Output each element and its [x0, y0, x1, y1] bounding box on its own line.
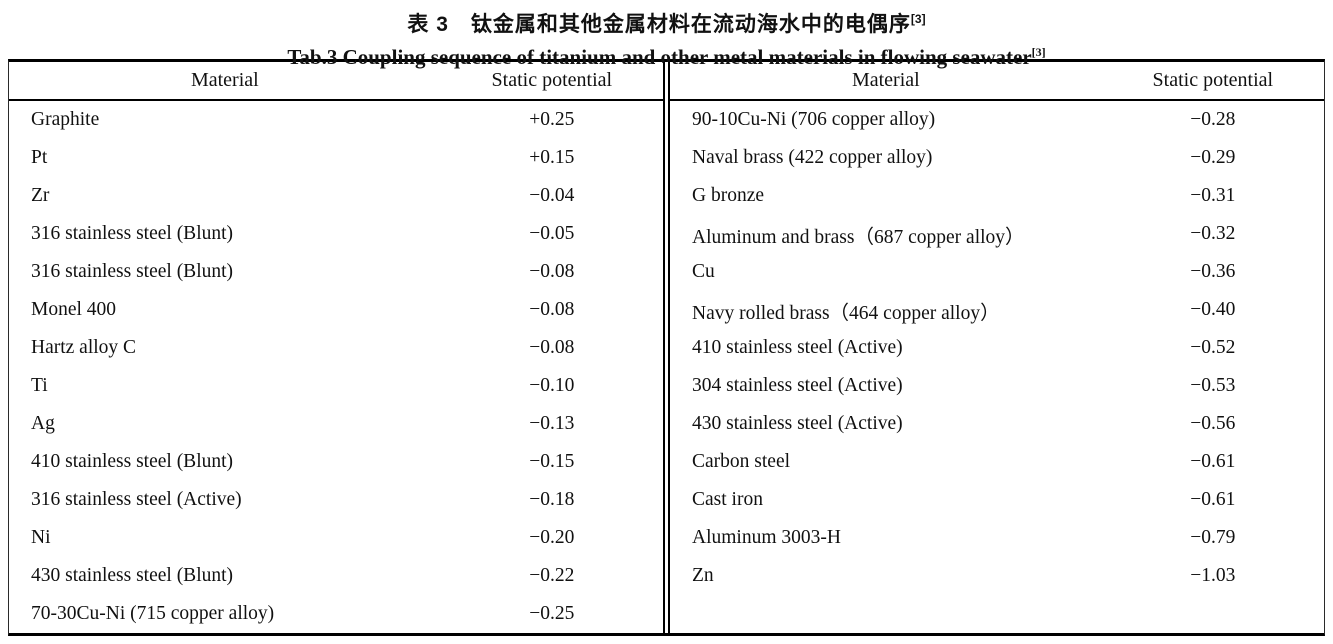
potential-cell: −0.79	[1190, 527, 1236, 548]
potential-cell: −0.61	[1190, 489, 1236, 510]
table-row: Hartz alloy C −0.08	[9, 329, 663, 367]
potential-cell: −0.08	[529, 337, 575, 358]
material-cell: Ni	[31, 527, 51, 548]
table-row: Navy rolled brass（464 copper alloy） −0.4…	[670, 291, 1324, 329]
table-right-half: Material Static potential 90-10Cu-Ni (70…	[670, 62, 1324, 633]
potential-cell: −0.61	[1190, 451, 1236, 472]
table-row: Zn −1.03	[670, 557, 1324, 595]
table-row: Graphite +0.25	[9, 101, 663, 139]
table-row: Cast iron −0.61	[670, 481, 1324, 519]
table-row: Cu −0.36	[670, 253, 1324, 291]
material-cell: Aluminum 3003-H	[692, 527, 841, 548]
table-row: 430 stainless steel (Blunt) −0.22	[9, 557, 663, 595]
material-cell: Aluminum and brass（687 copper alloy）	[692, 226, 1025, 248]
material-cell: G bronze	[692, 185, 765, 206]
table-row: Aluminum and brass（687 copper alloy） −0.…	[670, 215, 1324, 253]
caption-chinese-text: 表 3 钛金属和其他金属材料在流动海水中的电偶序	[407, 13, 911, 36]
material-cell: Monel 400	[31, 299, 117, 320]
table-row: Pt +0.15	[9, 139, 663, 177]
potential-cell: −0.28	[1190, 109, 1236, 130]
material-cell: 410 stainless steel (Active)	[692, 337, 903, 358]
material-column-header: Material	[851, 69, 920, 91]
header-row-right: Material Static potential	[670, 62, 1324, 101]
table-row: Monel 400 −0.08	[9, 291, 663, 329]
potential-cell: −0.31	[1190, 185, 1236, 206]
caption-english-text: Tab.3 Coupling sequence of titanium and …	[287, 45, 1032, 69]
material-cell: 304 stainless steel (Active)	[692, 375, 903, 396]
material-cell: 430 stainless steel (Blunt)	[31, 565, 234, 586]
table-row: 316 stainless steel (Blunt) −0.08	[9, 253, 663, 291]
material-cell: 316 stainless steel (Blunt)	[31, 261, 234, 282]
material-cell: 410 stainless steel (Blunt)	[31, 451, 234, 472]
table-row: Zr −0.04	[9, 177, 663, 215]
material-cell: Ti	[31, 375, 48, 396]
caption-chinese-reference: [3]	[910, 12, 926, 26]
material-cell: Pt	[31, 147, 48, 168]
static-potential-column-header: Static potential	[1152, 69, 1274, 91]
material-cell: Zr	[31, 185, 50, 206]
potential-cell: −0.53	[1190, 375, 1236, 396]
table-row: Ag −0.13	[9, 405, 663, 443]
table-row: 90-10Cu-Ni (706 copper alloy) −0.28	[670, 101, 1324, 139]
coupling-sequence-table: Material Static potential Graphite +0.25…	[8, 59, 1325, 636]
potential-cell: −0.20	[529, 527, 575, 548]
table-row: Naval brass (422 copper alloy) −0.29	[670, 139, 1324, 177]
material-cell: Carbon steel	[692, 451, 791, 472]
table-row: G bronze −0.31	[670, 177, 1324, 215]
table-row: Aluminum 3003-H −0.79	[670, 519, 1324, 557]
material-cell: Ag	[31, 413, 55, 434]
potential-cell: −0.15	[529, 451, 575, 472]
table-row: 70-30Cu-Ni (715 copper alloy) −0.25	[9, 595, 663, 633]
table-row: Ti −0.10	[9, 367, 663, 405]
potential-cell: −0.36	[1190, 261, 1236, 282]
material-cell: Navy rolled brass（464 copper alloy）	[692, 302, 1000, 324]
caption-chinese: 表 3 钛金属和其他金属材料在流动海水中的电偶序[3]	[0, 5, 1333, 39]
potential-cell: −0.05	[529, 223, 575, 244]
material-cell: Naval brass (422 copper alloy)	[692, 147, 933, 168]
potential-cell: −0.13	[529, 413, 575, 434]
table-row: 316 stainless steel (Active) −0.18	[9, 481, 663, 519]
table-left-half: Material Static potential Graphite +0.25…	[9, 62, 663, 633]
material-cell: 430 stainless steel (Active)	[692, 413, 903, 434]
header-row-left: Material Static potential	[9, 62, 663, 101]
potential-cell: −0.52	[1190, 337, 1236, 358]
potential-cell: −0.08	[529, 299, 575, 320]
table-row: 410 stainless steel (Active) −0.52	[670, 329, 1324, 367]
potential-cell: +0.15	[529, 147, 575, 168]
material-cell: 70-30Cu-Ni (715 copper alloy)	[31, 603, 275, 624]
material-cell: Cast iron	[692, 489, 763, 510]
potential-cell: −1.03	[1190, 565, 1236, 586]
potential-cell: −0.40	[1190, 299, 1236, 320]
potential-cell: −0.25	[529, 603, 575, 624]
double-line-divider	[663, 62, 670, 633]
material-cell: Zn	[692, 565, 714, 586]
material-cell: 90-10Cu-Ni (706 copper alloy)	[692, 109, 936, 130]
table-row: Carbon steel −0.61	[670, 443, 1324, 481]
caption-english-reference: [3]	[1031, 45, 1046, 59]
potential-cell: −0.10	[529, 375, 575, 396]
potential-cell: −0.32	[1190, 223, 1236, 244]
potential-cell: −0.08	[529, 261, 575, 282]
table-row: 430 stainless steel (Active) −0.56	[670, 405, 1324, 443]
table-row: 410 stainless steel (Blunt) −0.15	[9, 443, 663, 481]
static-potential-column-header: Static potential	[491, 69, 613, 91]
table-row: 316 stainless steel (Blunt) −0.05	[9, 215, 663, 253]
material-cell: Graphite	[31, 109, 100, 130]
potential-cell: −0.22	[529, 565, 575, 586]
table-caption: 表 3 钛金属和其他金属材料在流动海水中的电偶序[3] Tab.3 Coupli…	[0, 0, 1333, 69]
potential-cell: −0.56	[1190, 413, 1236, 434]
material-cell: 316 stainless steel (Blunt)	[31, 223, 234, 244]
table-row: 304 stainless steel (Active) −0.53	[670, 367, 1324, 405]
material-cell: Hartz alloy C	[31, 337, 137, 358]
material-cell: Cu	[692, 261, 715, 282]
table-row: Ni −0.20	[9, 519, 663, 557]
material-cell: 316 stainless steel (Active)	[31, 489, 242, 510]
potential-cell: −0.18	[529, 489, 575, 510]
potential-cell: −0.04	[529, 185, 575, 206]
caption-english: Tab.3 Coupling sequence of titanium and …	[0, 39, 1333, 71]
potential-cell: +0.25	[529, 109, 575, 130]
potential-cell: −0.29	[1190, 147, 1236, 168]
material-column-header: Material	[190, 69, 259, 91]
